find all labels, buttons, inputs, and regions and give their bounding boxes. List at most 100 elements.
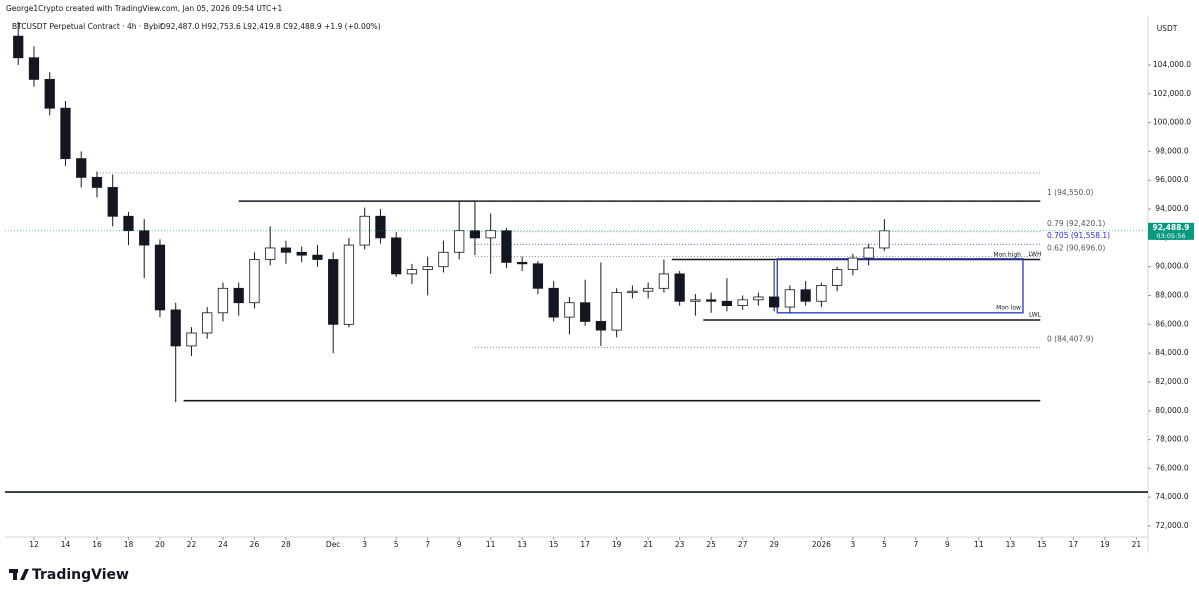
x-tick-label: 26 [250,540,260,549]
y-tick-label: 72,000.0 [1155,521,1189,530]
candle-body [454,230,465,253]
candle-body [249,259,260,304]
candle-body [737,299,748,306]
x-tick-label: 11 [486,540,496,549]
candle-body [202,312,213,334]
candle-body [44,78,55,109]
credit: George1Crypto created with TradingView.c… [6,4,282,13]
x-tick-label: 19 [1100,540,1110,549]
logo: TradingView [9,567,129,583]
candle-body [847,257,859,270]
candle-body [60,107,71,160]
x-tick-label: 27 [738,540,748,549]
currency: USDT [1157,24,1178,33]
level-tag: LWH [1028,251,1041,258]
range-high-label: Mon high [993,251,1021,258]
x-tick-label: 18 [124,540,134,549]
x-tick-label: 17 [580,540,590,549]
candle-body [233,287,244,304]
candle-body [391,237,402,275]
candle-body [359,215,370,246]
candle-body [517,261,528,265]
range-box [776,258,1024,314]
x-tick-label: 21 [643,540,653,549]
x-tick-label: 13 [1006,540,1016,549]
y-tick-label: 96,000.0 [1155,175,1189,184]
x-tick-label: 11 [974,540,984,549]
candle-body [564,302,575,318]
candle-body [422,266,433,270]
x-tick-label: 2026 [812,540,831,549]
candle-body [406,269,418,275]
candle-body [595,321,607,331]
x-tick-label: 28 [281,540,291,549]
candle-body [690,299,701,302]
x-tick-label: 25 [706,540,716,549]
candle-body [816,285,827,302]
y-tick-label: 80,000.0 [1155,406,1189,415]
fib-label: 0.62 (90,696.0) [1047,244,1105,253]
x-tick-label: 7 [425,540,430,549]
y-tick-label: 102,000.0 [1153,89,1191,98]
x-tick-label: 12 [29,540,39,549]
y-tick-label: 88,000.0 [1155,291,1189,300]
candle-body [674,273,685,302]
candle-body [170,309,181,347]
fib-label: 0 (84,407.9) [1047,334,1093,343]
x-tick-label: 19 [612,540,622,549]
candle-body [312,254,323,260]
ohlc: O92,487.0 H92,753.6 L92,419.8 C92,488.9 … [160,22,381,31]
x-tick-label: 24 [218,540,228,549]
x-tick-label: 22 [187,540,197,549]
y-tick-label: 90,000.0 [1155,262,1189,271]
y-tick-label: 82,000.0 [1155,377,1189,386]
candle-body [784,289,796,308]
range-low-label: Mon low [996,304,1021,311]
last-price-badge [1148,222,1194,240]
x-tick-label: 16 [92,540,102,549]
fib-label: 1 (94,550.0) [1047,188,1093,197]
candle-body [879,230,890,249]
x-tick-label: 3 [362,540,367,549]
candle-body [832,269,843,286]
x-tick-label: 15 [549,540,559,549]
y-tick-label: 94,000.0 [1155,204,1189,213]
x-tick-label: 7 [913,540,918,549]
candle-body [532,263,544,289]
candle-body [658,273,670,289]
countdown: 03:05:56 [1156,232,1185,240]
y-tick-label: 84,000.0 [1155,348,1189,357]
level-tag: LWL [1029,312,1042,319]
candle-body [580,302,591,322]
candle-body [91,176,103,188]
candle-body [753,296,764,301]
y-tick-label: 86,000.0 [1155,319,1189,328]
brand: TradingView [32,567,129,583]
x-tick-label: 15 [1037,540,1047,549]
candle-body [107,187,118,217]
candle-body [154,244,166,311]
candle-body [280,247,292,253]
x-tick-label: 13 [517,540,527,549]
x-tick-label: Dec [326,540,341,549]
candle-body [139,230,150,246]
x-tick-label: 5 [394,540,399,549]
candle-body [863,247,874,259]
y-tick-label: 78,000.0 [1155,435,1189,444]
candle-body [438,251,449,268]
candle-body [800,289,811,302]
candle-body [706,299,717,302]
candle-body [296,251,307,256]
y-tick-label: 100,000.0 [1153,118,1191,127]
x-tick-label: 21 [1132,540,1142,549]
candle-body [123,215,134,232]
x-tick-label: 9 [457,540,462,549]
candle-body [769,296,780,308]
candle-body [217,287,229,314]
y-tick-label: 104,000.0 [1153,60,1191,69]
candle-body [721,300,733,306]
candle-body [76,158,87,178]
fib-label: 0.79 (92,420.1) [1047,219,1105,228]
